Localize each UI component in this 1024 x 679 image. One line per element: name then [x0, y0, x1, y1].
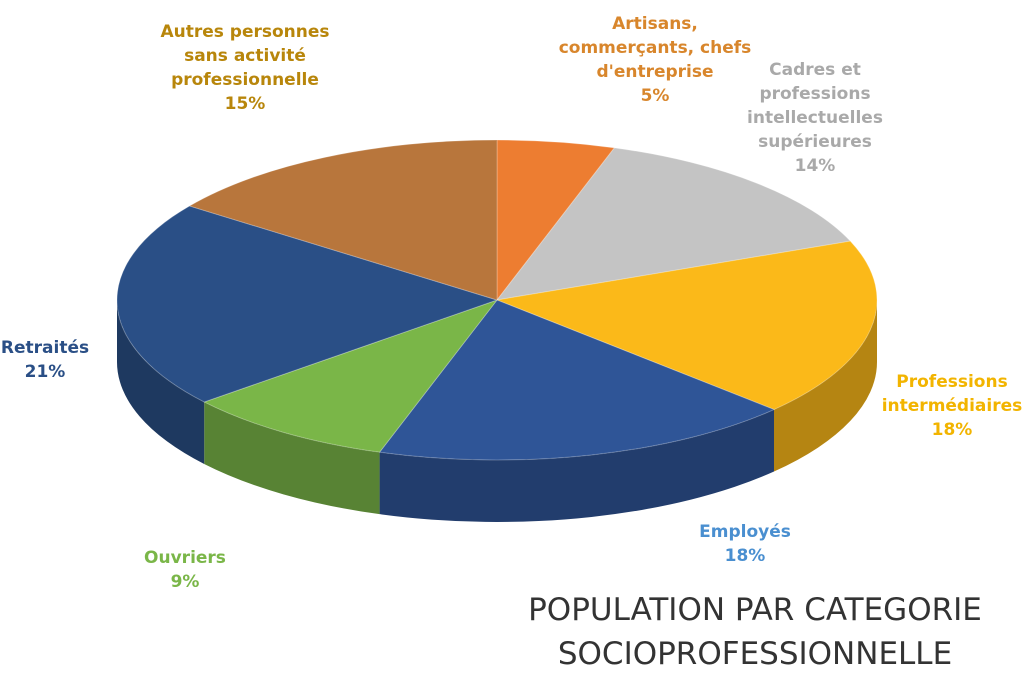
slice: [188, 139, 498, 301]
value-label: 15%: [224, 94, 266, 114]
category-label: Autres personnes sans activité professio…: [160, 22, 330, 90]
category-label: Cadres et professions intellectuelles su…: [747, 60, 883, 152]
slice: [116, 205, 499, 403]
category-label: Ouvriers: [144, 548, 226, 568]
value-label: 18%: [931, 420, 973, 440]
slice: [495, 240, 878, 411]
category-label: Artisans, commerçants, chefs d'entrepris…: [558, 14, 752, 82]
slice-label: Employés 18%: [685, 520, 805, 568]
slice-side: [116, 300, 205, 464]
value-label: 9%: [170, 572, 200, 592]
value-label: 5%: [640, 86, 670, 106]
category-label: Retraités: [0, 338, 90, 358]
chart-title: POPULATION PAR CATEGORIE SOCIOPROFESSION…: [528, 592, 982, 672]
slice: [495, 147, 852, 301]
value-label: 14%: [794, 156, 836, 176]
slice: [202, 298, 499, 453]
category-label: Employés: [699, 522, 791, 542]
slice-label: Professions intermédiaires 18%: [867, 370, 1024, 442]
slice-label: Artisans, commerçants, chefs d'entrepris…: [555, 12, 755, 108]
slice: [378, 299, 776, 461]
category-label: Professions intermédiaires: [881, 372, 1023, 416]
slice-side: [774, 300, 877, 472]
slice-label: Autres personnes sans activité professio…: [140, 20, 350, 116]
value-label: 18%: [724, 546, 766, 566]
value-label: 21%: [24, 362, 66, 382]
slice-side: [204, 401, 380, 515]
slice-label: Cadres et professions intellectuelles su…: [740, 58, 890, 178]
slice-label: Ouvriers 9%: [135, 546, 235, 594]
slice-side: [379, 409, 775, 522]
slice-label: Retraités 21%: [0, 336, 90, 384]
slice: [496, 139, 616, 302]
